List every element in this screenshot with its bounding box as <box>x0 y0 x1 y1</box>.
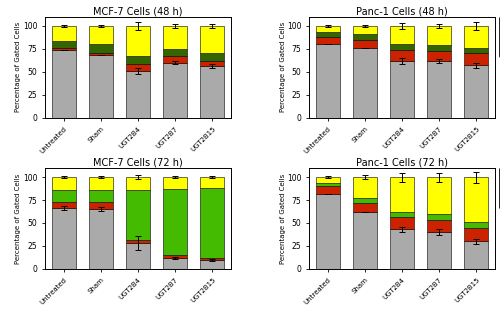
Bar <box>390 26 414 44</box>
Bar <box>352 212 377 269</box>
Bar <box>88 202 113 209</box>
Bar <box>163 177 188 189</box>
Bar <box>52 208 76 269</box>
Bar <box>200 188 224 258</box>
Bar <box>464 222 488 228</box>
Bar <box>163 62 188 118</box>
Bar <box>464 66 488 118</box>
Bar <box>200 260 224 269</box>
Bar <box>163 56 188 62</box>
Bar <box>52 48 76 50</box>
Bar <box>52 26 76 41</box>
Title: MCF-7 Cells (48 h): MCF-7 Cells (48 h) <box>93 6 182 16</box>
Bar <box>163 49 188 56</box>
Bar <box>316 26 340 32</box>
Y-axis label: Percentage of Gated Cells: Percentage of Gated Cells <box>280 173 285 263</box>
Bar <box>352 26 377 34</box>
Title: Panc-1 Cells (72 h): Panc-1 Cells (72 h) <box>356 157 448 167</box>
Bar <box>316 183 340 186</box>
Bar <box>464 48 488 53</box>
Bar <box>88 44 113 52</box>
Bar <box>126 177 150 190</box>
Bar <box>316 186 340 194</box>
Bar <box>126 56 150 65</box>
Bar <box>163 258 188 269</box>
Bar <box>390 212 414 217</box>
Bar <box>390 217 414 229</box>
Bar <box>88 190 113 202</box>
Bar <box>464 177 488 222</box>
Bar <box>200 53 224 61</box>
Bar <box>200 66 224 118</box>
Bar <box>464 26 488 48</box>
Bar <box>52 190 76 202</box>
Bar <box>427 232 452 269</box>
Bar <box>316 177 340 183</box>
Bar <box>200 61 224 66</box>
Bar <box>88 209 113 269</box>
Bar <box>163 26 188 49</box>
Bar <box>390 61 414 118</box>
Title: Panc-1 Cells (48 h): Panc-1 Cells (48 h) <box>356 6 448 16</box>
Bar <box>464 241 488 269</box>
Bar <box>88 177 113 190</box>
Bar <box>316 194 340 269</box>
Bar <box>52 50 76 118</box>
Bar <box>352 203 377 212</box>
Y-axis label: Percentage of Gated Cells: Percentage of Gated Cells <box>16 22 22 112</box>
Bar <box>427 220 452 232</box>
Bar <box>352 34 377 40</box>
Bar <box>464 53 488 66</box>
Bar <box>352 198 377 203</box>
Legend: Living (-/-), Apoptotic (AnnexinV+), Necrotic (PI+), Dead (+/+): Living (-/-), Apoptotic (AnnexinV+), Nec… <box>498 17 500 57</box>
Bar <box>200 258 224 260</box>
Bar <box>464 228 488 241</box>
Bar <box>427 214 452 220</box>
Bar <box>126 243 150 269</box>
Bar <box>52 41 76 48</box>
Bar <box>126 26 150 56</box>
Bar <box>163 255 188 258</box>
Bar <box>316 32 340 37</box>
Bar <box>88 26 113 44</box>
Bar <box>352 177 377 198</box>
Bar <box>427 51 452 61</box>
Bar <box>390 177 414 212</box>
Y-axis label: Percentage of Gated Cells: Percentage of Gated Cells <box>16 173 22 263</box>
Bar <box>316 37 340 44</box>
Bar <box>52 177 76 190</box>
Bar <box>352 40 377 48</box>
Bar <box>163 189 188 255</box>
Title: MCF-7 Cells (72 h): MCF-7 Cells (72 h) <box>93 157 183 167</box>
Bar <box>126 240 150 243</box>
Bar <box>126 190 150 240</box>
Bar <box>88 55 113 118</box>
Bar <box>427 26 452 45</box>
Bar <box>390 229 414 269</box>
Bar <box>200 177 224 188</box>
Bar <box>200 26 224 53</box>
Bar <box>390 44 414 50</box>
Bar <box>316 44 340 118</box>
Legend: Living (-/-), Apoptotic (AnnexinV+), Necrotic (PI+), Dead (+/+): Living (-/-), Apoptotic (AnnexinV+), Nec… <box>498 168 500 208</box>
Bar <box>126 71 150 118</box>
Bar <box>427 45 452 51</box>
Bar <box>427 177 452 214</box>
Bar <box>390 50 414 61</box>
Bar <box>126 65 150 71</box>
Bar <box>88 52 113 55</box>
Y-axis label: Percentage of Gated Cells: Percentage of Gated Cells <box>280 22 285 112</box>
Bar <box>352 48 377 118</box>
Bar <box>427 61 452 118</box>
Bar <box>52 202 76 208</box>
